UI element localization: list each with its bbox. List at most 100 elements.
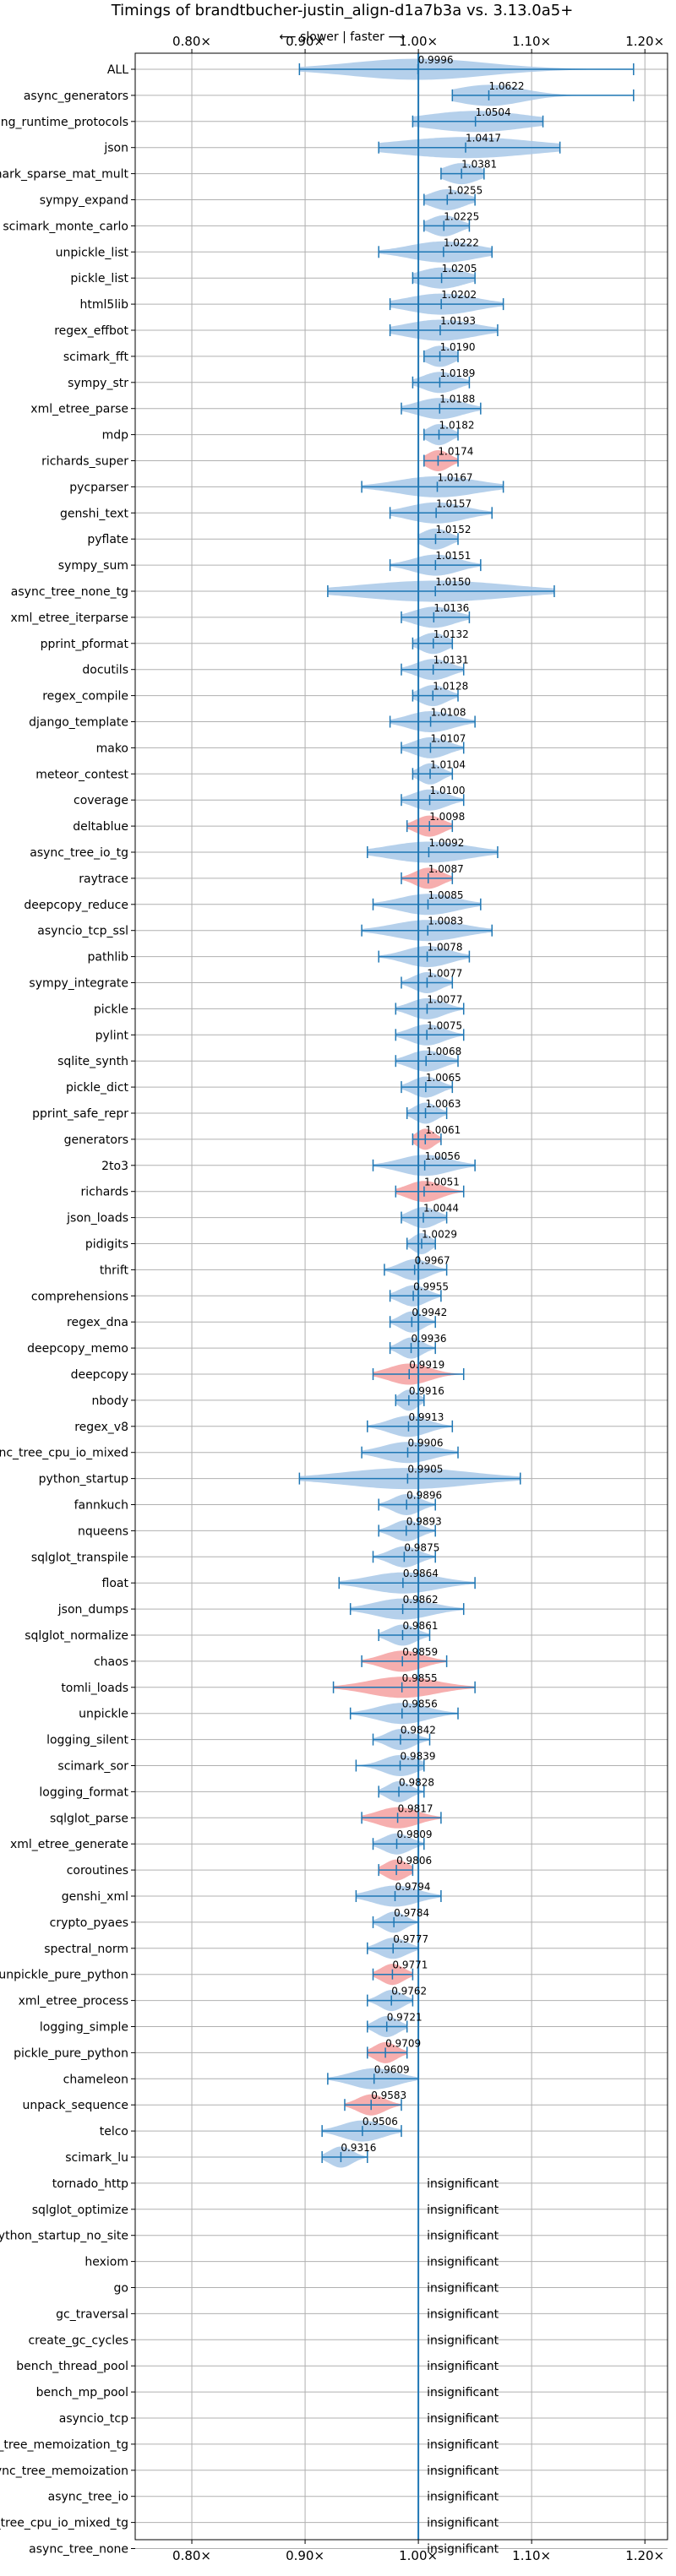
x-tick-label-bottom: 1.20× bbox=[625, 2548, 664, 2563]
value-label: 1.0417 bbox=[466, 133, 501, 144]
benchmark-label: docutils bbox=[82, 664, 128, 677]
value-label: 0.9916 bbox=[409, 1385, 444, 1397]
insignificant-label: insignificant bbox=[427, 2543, 499, 2557]
benchmark-label: pycparser bbox=[69, 481, 128, 494]
benchmark-label: pylint bbox=[95, 1029, 129, 1042]
benchmark-label: pickle bbox=[94, 1003, 128, 1016]
value-label: 1.0100 bbox=[430, 785, 466, 796]
value-label: 0.9583 bbox=[371, 2090, 406, 2101]
insignificant-label: insignificant bbox=[427, 2177, 499, 2191]
label-layer: 0.9996 1.0622 1.0504 1.0417 1.0381 1.0255 1.02… bbox=[341, 54, 524, 2557]
benchmark-label: nqueens bbox=[78, 1524, 128, 1538]
benchmark-label: ALL bbox=[107, 63, 128, 77]
value-label: 1.0107 bbox=[430, 732, 466, 744]
insignificant-label: insignificant bbox=[427, 2204, 499, 2217]
benchmark-label: regex_compile bbox=[42, 690, 128, 704]
value-label: 1.0078 bbox=[428, 942, 463, 954]
benchmark-label: scimark_monte_carlo bbox=[3, 220, 128, 233]
benchmark-label: scimark_lu bbox=[65, 2151, 128, 2165]
benchmark-label: 2to3 bbox=[101, 1160, 128, 1173]
value-label: 1.0061 bbox=[425, 1124, 461, 1136]
benchmark-label: json_dumps bbox=[57, 1603, 128, 1617]
value-label: 0.9809 bbox=[397, 1829, 433, 1840]
value-label: 0.9936 bbox=[412, 1333, 447, 1345]
x-tick-label-bottom: 0.90× bbox=[286, 2548, 324, 2563]
benchmark-label: bench_mp_pool bbox=[36, 2386, 128, 2399]
value-label: 0.9875 bbox=[404, 1541, 439, 1553]
benchmark-label: telco bbox=[100, 2125, 128, 2139]
insignificant-label: insignificant bbox=[427, 2256, 499, 2269]
value-label: 0.9919 bbox=[409, 1359, 444, 1371]
x-tick-label-top: 1.00× bbox=[399, 34, 438, 49]
value-label: 1.0167 bbox=[437, 471, 472, 483]
benchmark-label: pickle_pure_python bbox=[14, 2046, 128, 2060]
value-label: 1.0222 bbox=[444, 236, 479, 248]
insignificant-label: insignificant bbox=[427, 2517, 499, 2530]
insignificant-label: insignificant bbox=[427, 2386, 499, 2399]
benchmark-label: chaos bbox=[94, 1655, 128, 1669]
benchmark-label: async_tree_none bbox=[29, 2543, 128, 2557]
value-label: 1.0131 bbox=[433, 655, 469, 666]
value-label: 1.0182 bbox=[439, 420, 475, 432]
benchmark-label: async_tree_io_tg bbox=[30, 846, 128, 860]
insignificant-label: insignificant bbox=[427, 2360, 499, 2373]
benchmark-label: json_loads bbox=[66, 1212, 128, 1226]
benchmark-label: generators bbox=[64, 1133, 128, 1147]
value-label: 0.9906 bbox=[408, 1437, 444, 1449]
value-label: 1.0132 bbox=[433, 628, 469, 640]
x-tick-label-top: 1.10× bbox=[512, 34, 551, 49]
benchmark-label: sqlite_synth bbox=[57, 1055, 128, 1068]
value-label: 1.0104 bbox=[430, 758, 466, 770]
x-tick-label-bottom: 1.00× bbox=[399, 2548, 438, 2563]
value-label: 0.9861 bbox=[402, 1620, 438, 1632]
benchmark-label: mdp bbox=[102, 429, 129, 443]
benchmark-label: logging_silent bbox=[46, 1734, 128, 1747]
value-label: 0.9842 bbox=[401, 1725, 436, 1736]
benchmark-label: xml_etree_parse bbox=[30, 403, 128, 416]
benchmark-label: regex_v8 bbox=[74, 1421, 128, 1434]
benchmark-label: unpickle_list bbox=[56, 246, 129, 259]
benchmark-label: sympy_sum bbox=[58, 559, 128, 573]
benchmark-label: asyncio_tcp_ssl bbox=[37, 925, 128, 938]
benchmark-label: deepcopy bbox=[71, 1368, 128, 1382]
benchmark-label: async_tree_memoization_tg bbox=[0, 2438, 128, 2452]
x-tick-label-top: 0.90× bbox=[286, 34, 324, 49]
benchmark-label: richards bbox=[81, 1186, 129, 1199]
benchmark-label: comprehensions bbox=[31, 1290, 128, 1303]
benchmark-label: coroutines bbox=[67, 1864, 128, 1878]
value-label: 0.9771 bbox=[392, 1959, 428, 1971]
value-label: 1.0063 bbox=[426, 1098, 461, 1110]
value-label: 1.0128 bbox=[433, 681, 468, 693]
value-label: 0.9996 bbox=[418, 54, 454, 66]
insignificant-label: insignificant bbox=[427, 2334, 499, 2347]
value-label: 1.0504 bbox=[476, 106, 511, 118]
benchmark-label: unpickle_pure_python bbox=[0, 1969, 128, 1982]
benchmark-label: bench_thread_pool bbox=[16, 2360, 128, 2373]
insignificant-label: insignificant bbox=[427, 2465, 499, 2478]
value-label: 1.0051 bbox=[424, 1177, 460, 1188]
value-label: 1.0029 bbox=[422, 1229, 457, 1241]
value-label: 0.9794 bbox=[395, 1881, 430, 1893]
benchmark-label: crypto_pyaes bbox=[50, 1916, 128, 1930]
benchmark-label: sqlglot_normalize bbox=[25, 1629, 128, 1643]
plot-frame bbox=[134, 52, 668, 2541]
value-label: 1.0152 bbox=[435, 524, 471, 535]
value-label: 1.0381 bbox=[461, 159, 497, 171]
benchmark-label: sqlglot_transpile bbox=[31, 1551, 128, 1564]
x-tick-label-top: 0.80× bbox=[172, 34, 211, 49]
benchmark-label: meteor_contest bbox=[35, 768, 128, 781]
value-label: 0.9806 bbox=[396, 1855, 432, 1867]
insignificant-label: insignificant bbox=[427, 2491, 499, 2504]
x-axis-ticks: 0.80× 0.80× 0.90× 0.90× 1.00× 1.00× 1.10× 1.10×… bbox=[172, 34, 664, 2563]
value-label: 1.0174 bbox=[438, 446, 473, 458]
value-label: 0.9862 bbox=[403, 1594, 439, 1606]
value-label: 1.0068 bbox=[426, 1046, 461, 1057]
benchmark-label: django_template bbox=[29, 716, 128, 730]
chart-subtitle: ⟵ slower | faster ⟶ bbox=[280, 30, 406, 44]
benchmark-label: genshi_xml bbox=[62, 1890, 128, 1904]
benchmark-label: pathlib bbox=[88, 951, 129, 965]
value-label: 1.0202 bbox=[441, 289, 477, 301]
value-label: 1.0150 bbox=[435, 576, 471, 588]
benchmark-label: mako bbox=[96, 742, 128, 755]
value-label: 1.0087 bbox=[428, 863, 464, 875]
